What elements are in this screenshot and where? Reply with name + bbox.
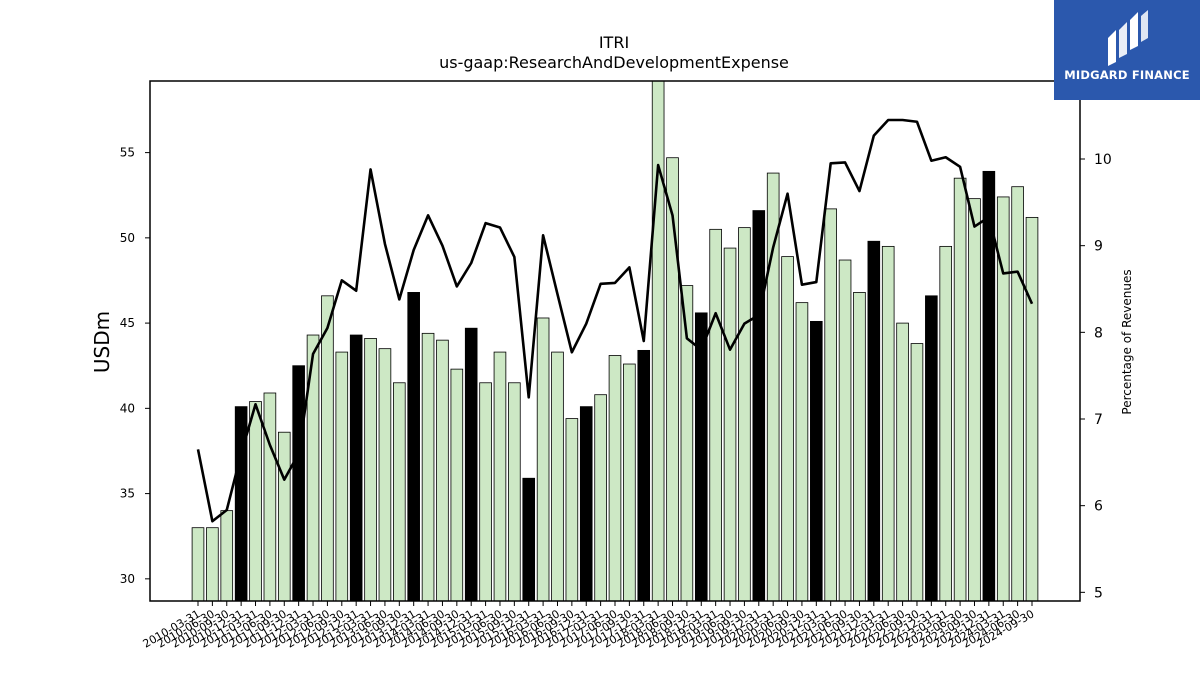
bar bbox=[321, 295, 334, 602]
bar bbox=[579, 406, 593, 602]
bar bbox=[623, 363, 636, 602]
bar bbox=[824, 208, 837, 602]
bar bbox=[838, 259, 852, 602]
y-tick-label: 45 bbox=[120, 316, 135, 330]
bar bbox=[1011, 186, 1024, 602]
bar bbox=[522, 477, 536, 602]
pct-line bbox=[196, 118, 1034, 523]
bar bbox=[925, 295, 938, 602]
y-tick-label: 55 bbox=[120, 146, 135, 160]
bar bbox=[335, 351, 349, 602]
bar bbox=[738, 227, 751, 602]
line-series bbox=[196, 118, 1034, 523]
bar bbox=[867, 240, 881, 602]
bar bbox=[436, 339, 449, 602]
bar bbox=[968, 198, 981, 602]
y2-tick-label: 5 bbox=[1094, 585, 1103, 601]
bar bbox=[896, 322, 909, 602]
bar bbox=[508, 382, 521, 602]
bar bbox=[349, 334, 363, 602]
y-tick-label: 40 bbox=[120, 401, 135, 415]
y2-axis-ticks: 5 6 7 8 9 10 bbox=[1080, 152, 1112, 601]
bar bbox=[651, 80, 665, 602]
bar bbox=[752, 210, 766, 602]
y2-tick-label: 10 bbox=[1094, 152, 1112, 168]
bar bbox=[881, 245, 895, 602]
y-axis-label: USDm bbox=[90, 311, 114, 373]
bar bbox=[1025, 216, 1039, 602]
bar bbox=[479, 382, 492, 602]
bar bbox=[795, 302, 809, 602]
bar bbox=[191, 527, 205, 602]
bar bbox=[206, 527, 219, 602]
bar bbox=[551, 351, 564, 602]
bar bbox=[594, 394, 607, 602]
bar-series bbox=[191, 80, 1039, 602]
bar bbox=[781, 256, 794, 602]
chart-title: ITRI bbox=[599, 33, 629, 52]
bar bbox=[464, 327, 478, 602]
y2-axis-label: Percentage of Revenues bbox=[1120, 269, 1134, 414]
bar bbox=[292, 365, 305, 602]
bar bbox=[565, 418, 579, 602]
bar bbox=[421, 332, 435, 602]
bar bbox=[220, 510, 234, 602]
chart-subtitle: us-gaap:ResearchAndDevelopmentExpense bbox=[439, 53, 789, 72]
bar bbox=[249, 401, 262, 602]
y-tick-label: 35 bbox=[120, 487, 135, 501]
midgard-logo-icon bbox=[1108, 10, 1148, 66]
bar bbox=[263, 392, 277, 602]
y-tick-label: 30 bbox=[120, 572, 135, 586]
bar bbox=[608, 355, 622, 602]
bar bbox=[450, 368, 464, 602]
y2-tick-label: 6 bbox=[1094, 499, 1103, 515]
y2-tick-label: 7 bbox=[1094, 412, 1103, 428]
bar bbox=[910, 343, 924, 602]
bar bbox=[493, 351, 507, 602]
y2-tick-label: 9 bbox=[1094, 239, 1103, 255]
bar bbox=[536, 317, 550, 602]
plot-frame bbox=[149, 80, 1081, 602]
brand-name: MIDGARD FINANCE bbox=[1064, 68, 1190, 82]
bar bbox=[853, 292, 866, 602]
y-tick-label: 50 bbox=[120, 231, 135, 245]
bar bbox=[723, 247, 737, 602]
y2-tick-label: 8 bbox=[1094, 325, 1103, 341]
y-axis-ticks: 30 35 40 45 50 55 bbox=[120, 146, 150, 586]
bar bbox=[407, 292, 420, 602]
bar bbox=[953, 177, 967, 602]
bar bbox=[709, 228, 722, 602]
bar bbox=[277, 431, 291, 602]
brand-logo: MIDGARD FINANCE bbox=[1054, 0, 1200, 100]
bar bbox=[766, 172, 780, 602]
bar bbox=[810, 320, 823, 602]
bar bbox=[939, 245, 953, 602]
bar bbox=[694, 312, 708, 602]
bar bbox=[378, 348, 392, 602]
bar bbox=[364, 338, 377, 602]
bar bbox=[637, 349, 651, 602]
x-axis-ticks: 2010-03-312010-06-302010-09-302010-12-31… bbox=[141, 601, 1037, 651]
bar bbox=[393, 382, 406, 602]
